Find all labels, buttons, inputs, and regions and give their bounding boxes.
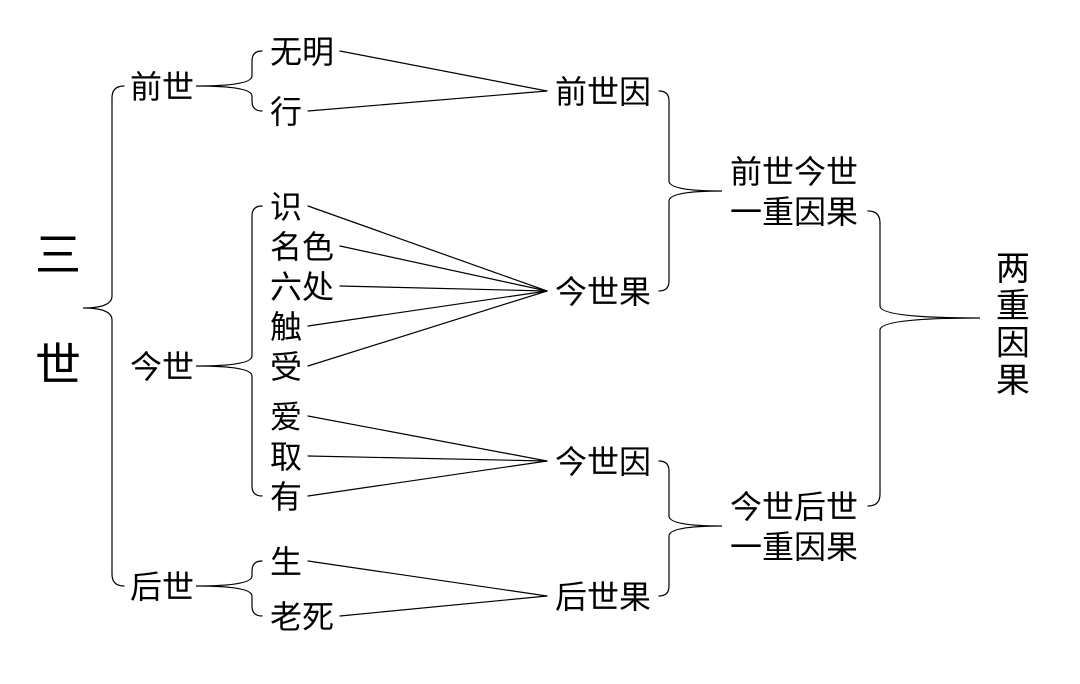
level2-now: 今世	[130, 350, 194, 385]
level5-now-next-line1: 今世后世	[730, 490, 858, 525]
level3-item-next-1: 老死	[270, 600, 334, 635]
level4-now-effect: 今世果	[555, 275, 651, 310]
level3-item-now-5: 爱	[270, 400, 302, 435]
level2-next: 后世	[130, 570, 194, 605]
level4-prev-cause: 前世因	[555, 75, 651, 110]
level3-item-now-3: 触	[270, 310, 302, 345]
level3-item-now-6: 取	[270, 440, 302, 475]
level2-prev: 前世	[130, 70, 194, 105]
level4-now-cause: 今世因	[555, 445, 651, 480]
root-char-1: 三	[35, 230, 81, 281]
level5-prev-now-line2: 一重因果	[730, 195, 858, 230]
level3-item-now-4: 受	[270, 350, 302, 385]
level3-item-now-7: 有	[270, 480, 302, 515]
level3-item-next-0: 生	[270, 545, 302, 580]
level5-prev-now-line1: 前世今世	[730, 155, 858, 190]
level3-item-now-0: 识	[270, 190, 302, 225]
final-label: 两重因果	[990, 250, 1027, 400]
diagram-stage: 三 世 前世 今世 后世 无明行 识名色六处触受爱取有 生老死 前世因 今世果 …	[0, 0, 1080, 684]
level3-item-prev-1: 行	[270, 95, 302, 130]
level4-next-effect: 后世果	[555, 580, 651, 615]
level5-now-next-line2: 一重因果	[730, 530, 858, 565]
level3-item-now-2: 六处	[270, 270, 334, 305]
root-char-2: 世	[35, 340, 81, 391]
level3-item-now-1: 名色	[270, 230, 334, 265]
level3-item-prev-0: 无明	[270, 35, 334, 70]
